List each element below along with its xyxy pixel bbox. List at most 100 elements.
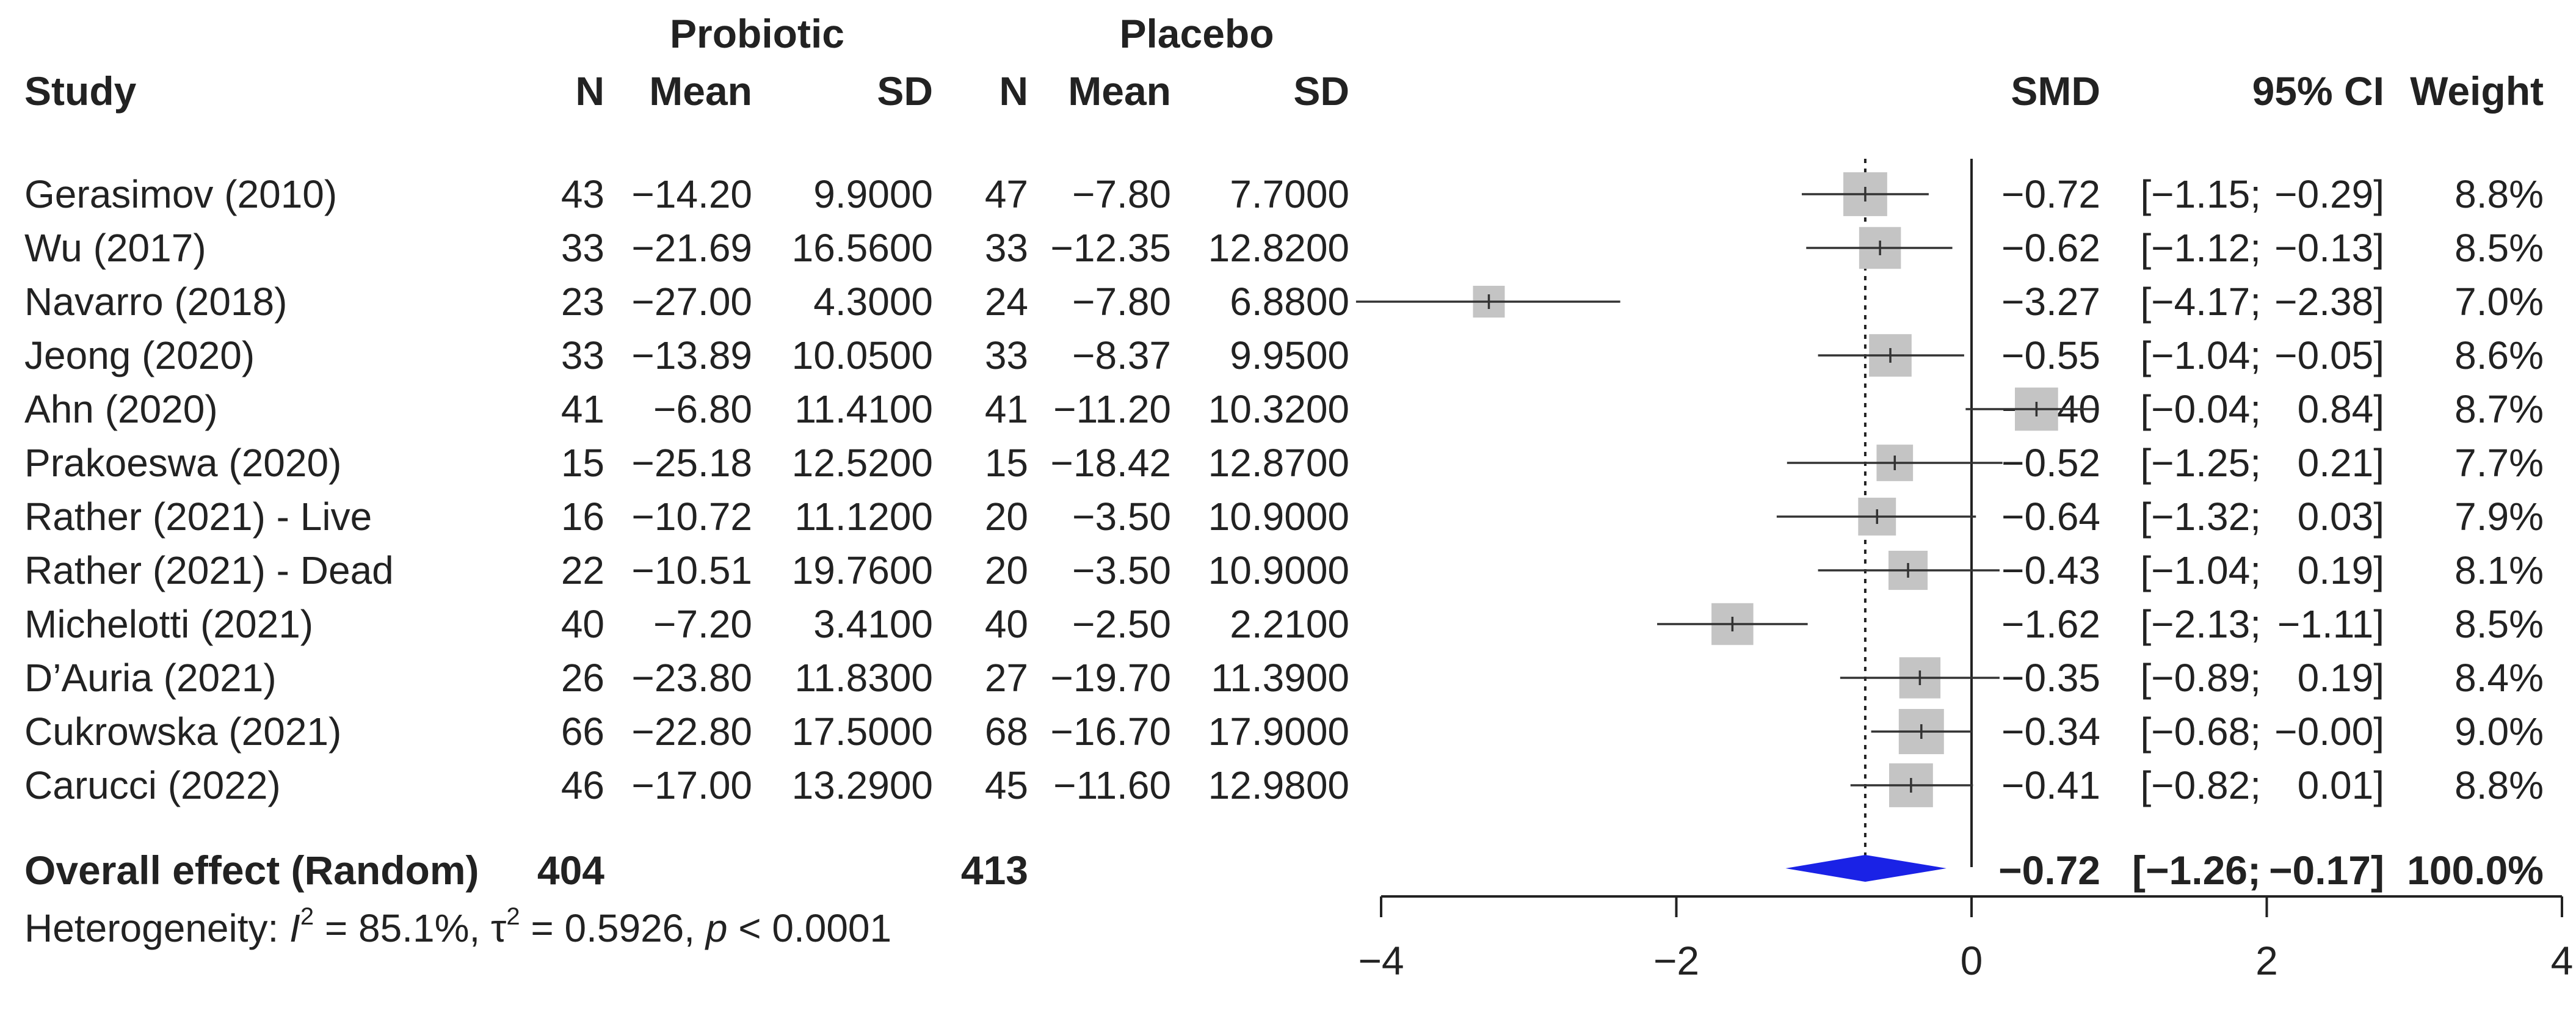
study-name: Carucci (2022) xyxy=(24,763,281,807)
n1-value: 33 xyxy=(561,333,604,377)
n1-value: 33 xyxy=(561,226,604,270)
smd-value: −0.34 xyxy=(2001,710,2100,754)
i-squared-sup: 2 xyxy=(300,903,314,930)
weight-value: 7.0% xyxy=(2454,280,2544,324)
study-name: Rather (2021) - Live xyxy=(24,495,372,539)
mean1-value: −25.18 xyxy=(631,441,752,485)
mean2-value: −2.50 xyxy=(1072,602,1171,646)
mean1-value: −10.72 xyxy=(631,495,752,539)
ci-low-value: [−0.82; xyxy=(2141,763,2262,807)
sd2-value: 10.9000 xyxy=(1208,548,1349,592)
ci-high-value: −0.13] xyxy=(2274,226,2384,270)
sd2-value: 12.9800 xyxy=(1208,763,1349,807)
study-marker xyxy=(1871,709,1972,754)
mean2-value: −8.37 xyxy=(1072,333,1171,377)
overall-smd: −0.72 xyxy=(1998,848,2100,893)
overall-ci-low: [−1.26; xyxy=(2132,848,2261,893)
overall-row: Overall effect (Random) 404 413 −0.72 [−… xyxy=(24,848,2544,893)
mean2-value: −11.20 xyxy=(1053,387,1171,431)
forest-plot-area: −4 −2 0 2 4 xyxy=(1355,159,2573,983)
weight-value: 8.8% xyxy=(2454,763,2544,807)
mean2-value: −3.50 xyxy=(1072,495,1171,539)
study-name: Gerasimov (2010) xyxy=(24,172,337,216)
sd2-value: 7.7000 xyxy=(1230,172,1349,216)
study-marker xyxy=(1355,286,1620,318)
sd1-value: 9.9000 xyxy=(813,172,933,216)
table-row: Michelotti (2021) 40 −7.20 3.4100 40 −2.50 2.2… xyxy=(24,602,2544,646)
ci-high-value: 0.21] xyxy=(2298,441,2384,485)
mean1-value: −13.89 xyxy=(631,333,752,377)
n1-value: 43 xyxy=(561,172,604,216)
mean2-value: −3.50 xyxy=(1072,548,1171,592)
smd-value: −0.43 xyxy=(2001,548,2100,592)
sd2-value: 12.8200 xyxy=(1208,226,1349,270)
mean2-value: −12.35 xyxy=(1050,226,1171,270)
n2-value: 24 xyxy=(985,280,1028,324)
table-row: Ahn (2020)41−6.8011.410041−11.2010.3200−… xyxy=(24,387,2544,431)
heterogeneity-stats: Heterogeneity: I2 = 85.1%, τ2 = 0.5926, … xyxy=(24,903,891,950)
smd-value: −0.62 xyxy=(2001,226,2100,270)
heterogeneity-prefix: Heterogeneity: xyxy=(24,906,289,950)
weight-header: Weight xyxy=(2410,68,2544,114)
n1-header: N xyxy=(575,68,604,114)
overall-n2: 413 xyxy=(961,848,1028,893)
i-symbol: I xyxy=(289,906,300,950)
table-row: Wu (2017) 33 −21.69 16.5600 33 −12.35 12.8200 −… xyxy=(24,226,2544,270)
ci-low-value: [−4.17; xyxy=(2141,280,2262,324)
weight-value: 8.5% xyxy=(2454,602,2544,646)
study-marker xyxy=(1657,603,1808,645)
smd-value: −0.52 xyxy=(2001,441,2100,485)
table-row: D’Auria (2021) 26 −23.80 11.8300 27 −19.70 11.… xyxy=(24,656,2544,700)
sd1-value: 11.8300 xyxy=(794,656,933,700)
mean2-value: −19.70 xyxy=(1050,656,1171,700)
sd1-value: 4.3000 xyxy=(813,280,933,324)
n2-value: 45 xyxy=(985,763,1028,807)
mean1-value: −10.51 xyxy=(631,548,752,592)
weight-value: 7.9% xyxy=(2454,495,2544,539)
ci-high-value: −1.11] xyxy=(2277,602,2384,646)
study-name: Ahn (2020) xyxy=(24,387,218,431)
weight-value: 8.6% xyxy=(2454,333,2544,377)
mean2-value: −18.42 xyxy=(1050,441,1171,485)
sd2-value: 11.3900 xyxy=(1211,656,1349,700)
n2-value: 68 xyxy=(985,710,1028,754)
sd2-value: 10.9000 xyxy=(1208,495,1349,539)
ci-low-value: [−1.25; xyxy=(2141,441,2262,485)
n1-value: 22 xyxy=(561,548,604,592)
weight-value: 7.7% xyxy=(2454,441,2544,485)
n1-value: 41 xyxy=(561,387,604,431)
smd-value: −0.35 xyxy=(2001,656,2100,700)
study-name: D’Auria (2021) xyxy=(24,656,277,700)
mean1-value: −7.20 xyxy=(653,602,752,646)
table-row: Carucci (2022) 46 −17.00 13.2900 45 −11.60 12.… xyxy=(24,763,2544,807)
mean2-value: −7.80 xyxy=(1072,172,1171,216)
study-rows: Gerasimov (2010) 43 −14.20 9.9000 47 −7.80 7.7… xyxy=(24,172,2544,807)
weight-value: 8.7% xyxy=(2454,387,2544,431)
ci-low-value: [−1.12; xyxy=(2141,226,2262,270)
study-name: Cukrowska (2021) xyxy=(24,710,341,754)
sd2-value: 9.9500 xyxy=(1230,333,1349,377)
tick-label: 0 xyxy=(1961,938,1983,983)
study-name: Rather (2021) - Dead xyxy=(24,548,394,592)
study-name: Wu (2017) xyxy=(24,226,206,270)
sd2-header: SD xyxy=(1293,68,1349,114)
pooled-diamond xyxy=(1785,855,1947,882)
n2-value: 40 xyxy=(985,602,1028,646)
ci-header: 95% CI xyxy=(2252,68,2384,114)
table-row: Gerasimov (2010) 43 −14.20 9.9000 47 −7.80 7.7… xyxy=(24,172,2544,216)
table-header: Probiotic Placebo Study N Mean SD N Mean… xyxy=(24,11,2544,114)
sd2-value: 12.8700 xyxy=(1208,441,1349,485)
table-row: Rather (2021) - Live 16 −10.72 11.1200 20 −3.… xyxy=(24,495,2544,539)
smd-header: SMD xyxy=(2011,68,2100,114)
sd1-value: 12.5200 xyxy=(792,441,933,485)
n2-value: 33 xyxy=(985,333,1028,377)
ci-high-value: 0.19] xyxy=(2298,548,2384,592)
overall-label: Overall effect (Random) xyxy=(24,848,479,893)
mean1-value: −17.00 xyxy=(631,763,752,807)
n2-value: 15 xyxy=(985,441,1028,485)
study-marker xyxy=(1776,498,1976,536)
n2-value: 27 xyxy=(985,656,1028,700)
p-value: < 0.0001 xyxy=(727,906,891,950)
tick-label: −4 xyxy=(1358,938,1404,983)
study-marker xyxy=(1818,334,1964,377)
